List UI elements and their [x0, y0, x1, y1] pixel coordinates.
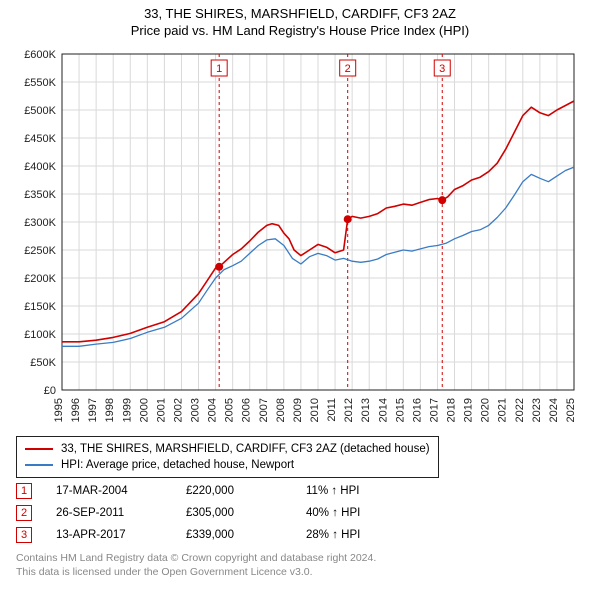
sale-row: 3 13-APR-2017£339,00028% ↑ HPI [16, 524, 360, 546]
y-tick-label: £300K [24, 217, 56, 229]
x-tick-label: 2023 [531, 398, 543, 422]
x-tick-label: 2020 [480, 398, 492, 422]
y-tick-label: £250K [24, 245, 56, 257]
sale-date: 13-APR-2017 [56, 529, 186, 541]
x-tick-label: 1995 [53, 398, 65, 422]
x-tick-label: 2017 [428, 398, 440, 422]
x-tick-label: 2025 [565, 398, 577, 422]
sale-row: 2 26-SEP-2011£305,00040% ↑ HPI [16, 502, 360, 524]
y-tick-label: £100K [24, 329, 56, 341]
legend-swatch [25, 464, 53, 466]
sale-number-box: 2 [16, 505, 32, 521]
x-tick-label: 2009 [292, 398, 304, 422]
footer-line2: This data is licensed under the Open Gov… [16, 566, 376, 580]
legend: 33, THE SHIRES, MARSHFIELD, CARDIFF, CF3… [16, 436, 439, 478]
x-tick-label: 2006 [241, 398, 253, 422]
y-tick-label: £450K [24, 133, 56, 145]
y-tick-label: £400K [24, 161, 56, 173]
x-tick-label: 2002 [172, 398, 184, 422]
x-tick-label: 2015 [394, 398, 406, 422]
y-tick-label: £0 [44, 385, 56, 397]
price-chart: £0 £50K £100K £150K £200K £250K £300K £350K £400… [16, 46, 584, 426]
sale-price: £305,000 [186, 507, 306, 519]
x-tick-label: 1999 [121, 398, 133, 422]
sales-list: 1 17-MAR-2004£220,00011% ↑ HPI 2 26-SEP-201… [16, 480, 360, 546]
legend-item: 33, THE SHIRES, MARSHFIELD, CARDIFF, CF3… [25, 441, 430, 457]
sale-price: £339,000 [186, 529, 306, 541]
x-tick-label: 2001 [155, 398, 167, 422]
legend-item: HPI: Average price, detached house, Newp… [25, 457, 430, 473]
y-tick-label: £500K [24, 105, 56, 117]
sale-date: 17-MAR-2004 [56, 485, 186, 497]
sale-diff: 11% ↑ HPI [306, 485, 359, 497]
legend-swatch [25, 448, 53, 450]
x-tick-label: 2018 [446, 398, 458, 422]
sale-date: 26-SEP-2011 [56, 507, 186, 519]
x-tick-label: 2011 [326, 398, 338, 422]
y-tick-label: £200K [24, 273, 56, 285]
x-tick-label: 2024 [548, 398, 560, 422]
sale-marker-number: 2 [345, 63, 351, 75]
sale-price: £220,000 [186, 485, 306, 497]
x-tick-label: 2012 [343, 398, 355, 422]
x-tick-label: 1998 [104, 398, 116, 422]
chart-svg: £0 £50K £100K £150K £200K £250K £300K £350K £400… [16, 46, 584, 426]
sale-marker-number: 3 [439, 63, 445, 75]
sale-diff: 28% ↑ HPI [306, 529, 360, 541]
y-tick-label: £150K [24, 301, 56, 313]
x-tick-label: 2010 [309, 398, 321, 422]
sale-number-box: 1 [16, 483, 32, 499]
sale-marker-number: 1 [216, 63, 222, 75]
x-tick-label: 2014 [377, 398, 389, 422]
page-title-line1: 33, THE SHIRES, MARSHFIELD, CARDIFF, CF3… [0, 6, 600, 21]
footer-attribution: Contains HM Land Registry data © Crown c… [16, 552, 376, 579]
x-tick-label: 2021 [497, 398, 509, 422]
x-tick-label: 2019 [463, 398, 475, 422]
footer-line1: Contains HM Land Registry data © Crown c… [16, 552, 376, 566]
x-tick-label: 2003 [190, 398, 202, 422]
x-tick-label: 2013 [360, 398, 372, 422]
x-tick-label: 1996 [70, 398, 82, 422]
x-tick-label: 2016 [411, 398, 423, 422]
sale-diff: 40% ↑ HPI [306, 507, 360, 519]
x-tick-label: 2022 [514, 398, 526, 422]
legend-label: 33, THE SHIRES, MARSHFIELD, CARDIFF, CF3… [61, 443, 430, 455]
legend-label: HPI: Average price, detached house, Newp… [61, 459, 294, 471]
page-title-line2: Price paid vs. HM Land Registry's House … [0, 23, 600, 38]
sale-row: 1 17-MAR-2004£220,00011% ↑ HPI [16, 480, 360, 502]
y-tick-label: £50K [30, 357, 56, 369]
x-tick-label: 2000 [138, 398, 150, 422]
y-tick-label: £600K [24, 49, 56, 61]
sale-number-box: 3 [16, 527, 32, 543]
x-tick-label: 2008 [275, 398, 287, 422]
y-tick-label: £550K [24, 77, 56, 89]
x-tick-label: 1997 [87, 398, 99, 422]
x-tick-label: 2007 [258, 398, 270, 422]
x-tick-label: 2004 [207, 398, 219, 422]
x-tick-label: 2005 [224, 398, 236, 422]
y-tick-label: £350K [24, 189, 56, 201]
